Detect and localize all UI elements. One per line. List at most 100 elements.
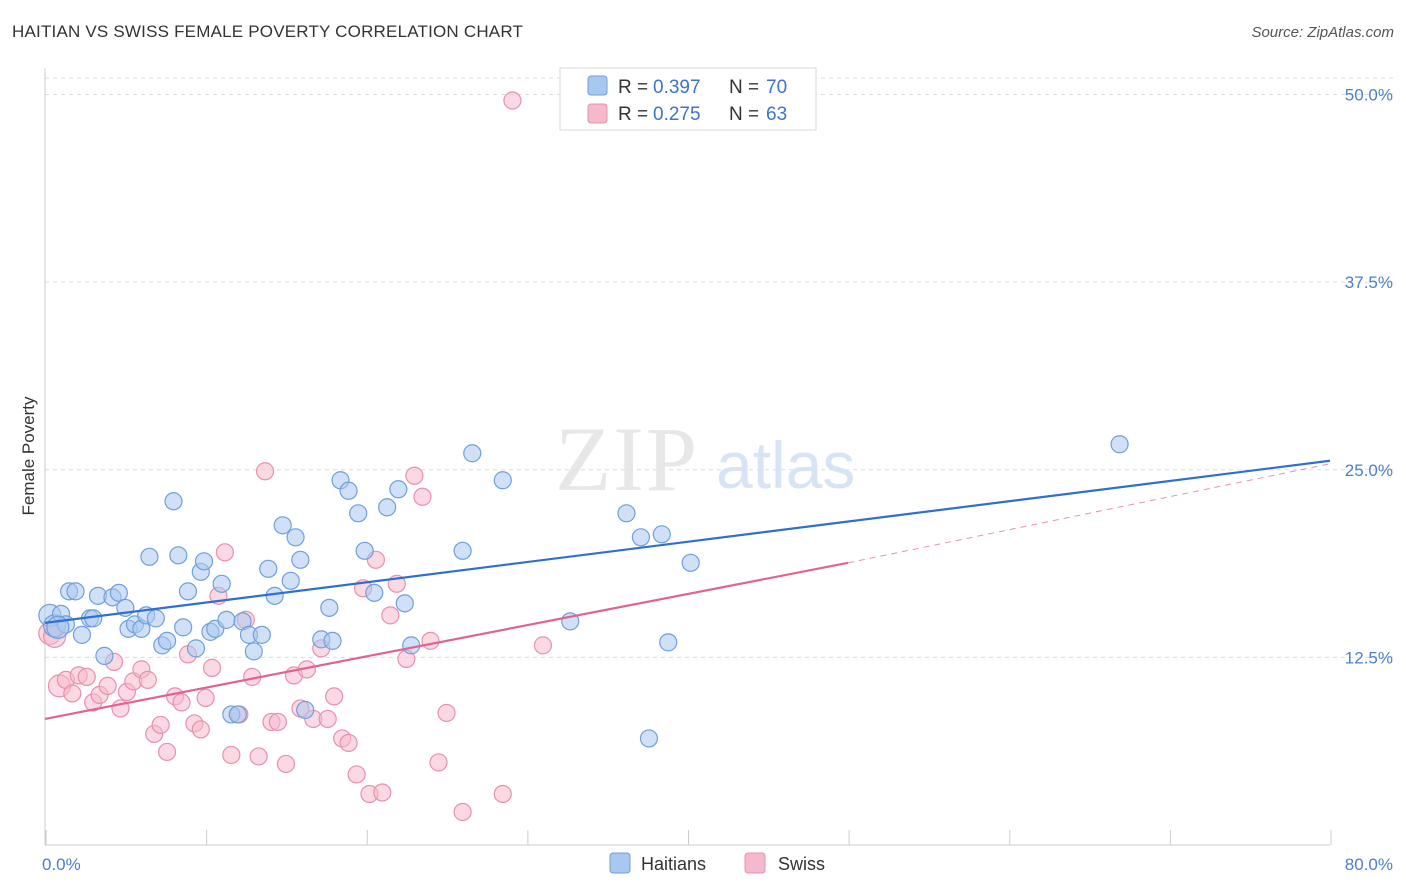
bottom-legend-label-swiss: Swiss (778, 854, 825, 874)
swiss-point (437, 703, 456, 723)
legend-swatch-haitians (587, 75, 608, 96)
watermark-zip: ZIP (555, 408, 699, 510)
x-tick-label-max: 80.0% (1345, 855, 1393, 874)
haitians-point (617, 504, 636, 523)
swiss-point (318, 709, 337, 729)
swiss-point (77, 667, 96, 686)
haitians-point (296, 700, 315, 720)
y-tick-label: 25.0% (1345, 461, 1393, 480)
haitians-point (378, 498, 397, 517)
trend-lines (44, 459, 1331, 720)
x-tick-label-min: 0.0% (42, 855, 81, 874)
haitians-point (109, 583, 128, 602)
series-legend: Haitians Swiss (609, 852, 825, 874)
swiss-point (503, 91, 522, 110)
haitians-point (323, 631, 342, 650)
haitians-point (169, 546, 188, 565)
haitians-point (164, 492, 183, 511)
y-tick-label: 50.0% (1345, 86, 1393, 105)
swiss-trend-line (44, 561, 849, 720)
haitians-point (265, 586, 284, 605)
haitians-point (66, 582, 85, 601)
swiss-point (222, 745, 241, 765)
swiss-point (63, 684, 82, 703)
swiss-point (268, 712, 288, 732)
haitians-point (291, 550, 310, 569)
haitians-point (244, 642, 263, 661)
swiss-point (172, 693, 191, 712)
swiss-point (202, 658, 222, 677)
haitians-point (228, 705, 247, 724)
y-axis-label: Female Poverty (19, 396, 38, 516)
swiss-point (138, 670, 157, 689)
legend-r-label-swiss: R = (618, 104, 648, 125)
x-axis-ticks (45, 830, 1332, 845)
legend-n-value-haitians: 70 (766, 77, 787, 98)
haitians-point (140, 547, 159, 566)
haitians-point (493, 471, 512, 490)
bottom-legend-swatch-swiss (744, 852, 766, 874)
haitians-point (395, 594, 414, 613)
watermark-atlas: atlas (716, 428, 855, 502)
haitians-point (212, 574, 231, 593)
swiss-point (453, 802, 472, 822)
haitians-point (259, 559, 278, 578)
swiss-point (347, 765, 366, 784)
swiss-point (533, 636, 553, 655)
swiss-point (493, 784, 512, 804)
haitians-point (349, 504, 368, 523)
correlation-legend: R = 0.397 N = 70 R = 0.275 N = 63 (559, 67, 817, 131)
swiss-point (381, 606, 400, 625)
chart-title: HAITIAN VS SWISS FEMALE POVERTY CORRELAT… (12, 22, 524, 41)
haitians-point (217, 610, 236, 629)
swiss-trend-extension (848, 463, 1331, 564)
y-tick-label: 37.5% (1345, 273, 1393, 292)
haitians-point (652, 525, 671, 544)
swiss-point (249, 747, 268, 766)
haitians-point (1110, 435, 1129, 454)
haitians-point (281, 571, 300, 590)
legend-swatch-swiss (587, 103, 608, 124)
haitians-point (95, 646, 114, 665)
haitians-point (186, 639, 206, 658)
haitians-series (38, 435, 1129, 748)
legend-r-value-swiss: 0.275 (653, 104, 701, 125)
haitians-point (157, 631, 177, 650)
bottom-legend-swatch-haitians (609, 852, 631, 874)
haitians-point (72, 625, 92, 644)
haitians-point (463, 444, 482, 463)
swiss-point (157, 742, 177, 762)
swiss-point (151, 715, 170, 735)
haitians-point (252, 625, 271, 644)
haitians-point (286, 528, 305, 547)
haitians-point (389, 480, 408, 499)
swiss-point (215, 543, 234, 562)
haitians-point (146, 609, 165, 628)
swiss-point (196, 688, 215, 708)
legend-n-label-swiss: N = (729, 104, 759, 125)
swiss-point (98, 676, 117, 695)
swiss-point (429, 753, 448, 772)
swiss-point (255, 462, 275, 481)
y-axis-tick-labels: 12.5% 25.0% 37.5% 50.0% (1345, 86, 1393, 668)
haitians-point (659, 633, 678, 652)
haitians-point (365, 583, 384, 602)
y-tick-label: 12.5% (1345, 648, 1393, 667)
source-credit: Source: ZipAtlas.com (1251, 24, 1394, 41)
legend-n-value-swiss: 63 (766, 104, 787, 125)
swiss-point (373, 783, 392, 802)
axes (44, 68, 1330, 846)
haitians-point (681, 553, 700, 572)
haitians-point (639, 729, 659, 748)
grid-lines (45, 77, 1395, 658)
legend-r-value-haitians: 0.397 (653, 77, 701, 98)
haitians-point (194, 552, 214, 571)
haitians-point (320, 598, 339, 617)
haitians-point (453, 541, 472, 560)
haitians-trend-line (44, 459, 1331, 624)
swiss-point (325, 687, 344, 706)
swiss-point (405, 466, 424, 485)
swiss-point (413, 487, 432, 506)
haitians-point (178, 582, 198, 601)
